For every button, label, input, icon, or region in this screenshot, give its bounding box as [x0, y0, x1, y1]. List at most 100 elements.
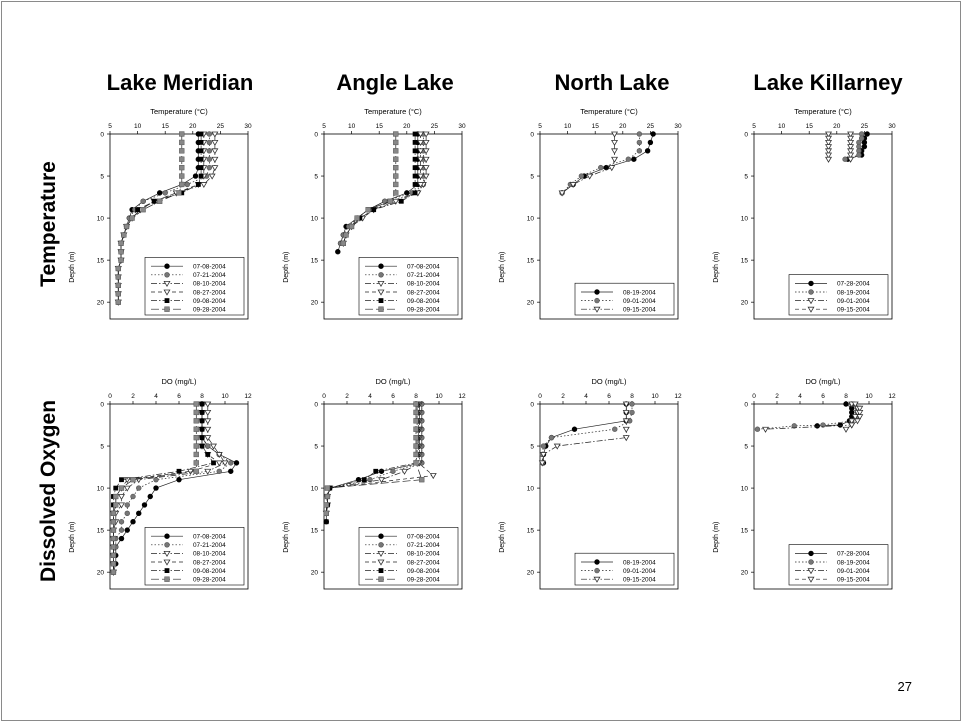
x-tick-label: 10 [778, 123, 786, 130]
data-point [417, 173, 425, 180]
data-point [140, 207, 146, 213]
x-tick-label: 30 [244, 123, 252, 130]
data-point [856, 405, 864, 412]
data-point [843, 401, 849, 407]
x-tick-label: 0 [752, 393, 756, 400]
x-tick-label: 2 [775, 393, 779, 400]
data-point [825, 131, 833, 138]
data-point [198, 165, 204, 171]
data-point [110, 569, 117, 575]
legend-marker [378, 576, 384, 582]
data-point [211, 165, 219, 172]
chart-lake-meridian-do: 0 2 4 6 8 10 12 DO (mg/L) 0 5 10 15 20 Depth (m) 07-08… [69, 377, 252, 590]
y-tick-label: 0 [314, 401, 318, 408]
legend-marker [594, 559, 600, 565]
data-point [413, 443, 419, 449]
legend-label: 09-28-2004 [193, 307, 226, 314]
x-tick-label: 10 [564, 123, 572, 130]
x-tick-label: 8 [630, 393, 634, 400]
legend-marker [808, 559, 814, 565]
data-point [393, 148, 399, 154]
data-point [193, 426, 199, 432]
data-point [211, 140, 219, 147]
x-tick-label: 25 [647, 123, 655, 130]
legend-label: 08-10-2004 [407, 551, 440, 558]
data-point [198, 173, 204, 179]
legend-label: 08-10-2004 [193, 281, 226, 288]
data-point [340, 240, 346, 246]
data-point [179, 173, 185, 179]
legend-label: 09-15-2004 [623, 307, 656, 314]
plot-frame [753, 133, 893, 320]
data-point [119, 477, 124, 483]
data-point [113, 493, 119, 500]
y-tick-label: 15 [527, 527, 535, 534]
y-tick-label: 5 [100, 173, 104, 180]
data-point [113, 485, 119, 491]
data-point [115, 265, 121, 272]
data-point [179, 156, 185, 162]
y-axis-label: Depth (m) [713, 522, 720, 553]
x-tick-label: 6 [821, 393, 825, 400]
data-point [625, 156, 632, 162]
x-tick-label: 10 [348, 123, 356, 130]
data-point [647, 139, 654, 146]
x-tick-label: 20 [619, 123, 627, 130]
data-point [195, 182, 201, 187]
data-point [129, 215, 135, 221]
data-point [636, 148, 643, 154]
x-tick-label: 5 [538, 123, 542, 130]
data-point [847, 152, 855, 159]
data-point [791, 423, 797, 429]
data-point [228, 460, 234, 466]
data-point [847, 140, 855, 147]
y-tick-label: 0 [314, 131, 318, 138]
x-tick-label: 2 [561, 393, 565, 400]
data-point [110, 552, 117, 559]
data-point [199, 410, 205, 415]
data-point [419, 477, 425, 483]
data-point [412, 173, 418, 179]
plot-frame [109, 133, 249, 320]
y-axis-label: Depth (m) [69, 522, 76, 553]
legend-marker [164, 272, 170, 278]
data-point [206, 131, 213, 137]
y-tick-label: 15 [527, 257, 535, 264]
y-tick-label: 20 [97, 299, 105, 306]
data-point [140, 198, 146, 204]
data-point [412, 148, 418, 154]
data-point [404, 190, 410, 196]
legend-marker [163, 551, 171, 557]
series-line [325, 404, 418, 522]
y-tick-label: 0 [744, 401, 748, 408]
data-point [858, 135, 865, 141]
data-point [622, 401, 630, 408]
x-tick-label: 5 [108, 123, 112, 130]
legend-label: 08-27-2004 [193, 289, 226, 296]
data-point [162, 190, 168, 196]
y-tick-label: 10 [97, 215, 105, 222]
data-point [121, 232, 127, 238]
page-number: 27 [897, 679, 912, 694]
legend-marker [378, 533, 384, 539]
data-point [848, 422, 856, 429]
data-point [762, 426, 769, 433]
y-tick-label: 20 [97, 569, 105, 576]
data-point [429, 473, 437, 480]
legend-marker [164, 542, 170, 548]
x-tick-label: 30 [458, 123, 466, 130]
legend-label: 08-19-2004 [623, 559, 656, 566]
x-tick-label: 20 [403, 123, 411, 130]
y-tick-label: 5 [100, 443, 104, 450]
x-tick-label: 6 [391, 393, 395, 400]
x-tick-label: 15 [592, 123, 600, 130]
series-line [325, 404, 423, 514]
data-point [611, 148, 619, 155]
x-tick-label: 25 [431, 123, 439, 130]
data-point [323, 502, 329, 508]
data-point [118, 240, 124, 246]
y-tick-label: 20 [527, 569, 535, 576]
legend-label: 09-28-2004 [193, 577, 226, 584]
